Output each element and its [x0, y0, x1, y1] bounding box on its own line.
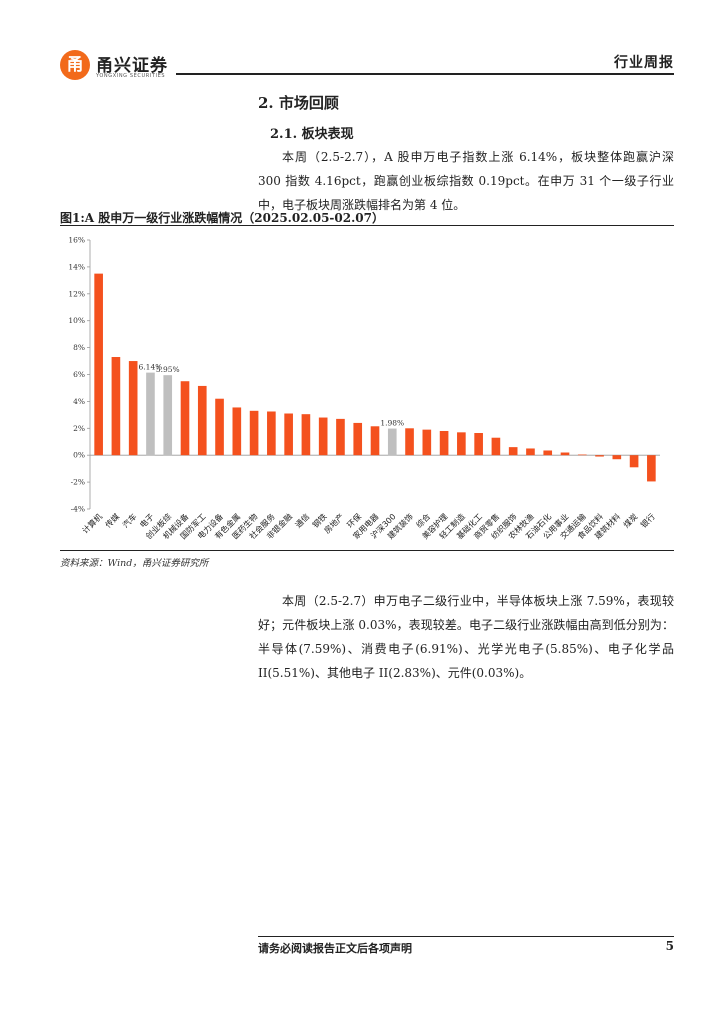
figure-top-rule — [60, 225, 674, 226]
report-type: 行业周报 — [614, 55, 674, 71]
figure-title: 图1:A 股申万一级行业涨跌幅情况（2025.02.05-02.07） — [60, 211, 384, 225]
bar-7 — [197, 385, 207, 456]
y-tick-label: 2% — [73, 424, 85, 433]
bar-12 — [284, 413, 293, 456]
y-tick-label: 12% — [68, 289, 85, 298]
page-header: 甬 甬兴证券 YONGXING SECURITIES 行业周报 — [60, 48, 674, 80]
category-label: 房地产 — [322, 511, 346, 535]
figure-source: 资料来源：Wind，甬兴证券研究所 — [60, 558, 209, 569]
section-heading: 2. 市场回顾 — [258, 94, 339, 112]
page-number: 5 — [665, 939, 674, 953]
subsection-heading: 2.1. 板块表现 — [270, 127, 354, 142]
footer-disclaimer: 请务必阅读报告正文后各项声明 — [258, 942, 412, 955]
bar-16 — [353, 422, 363, 456]
y-tick-label: 14% — [68, 262, 85, 271]
company-logo-icon: 甬 — [60, 50, 90, 80]
category-labels: 计算机 传媒 汽车 电子创业板综机械设备国防军工电力设备有色金属医药生物社会服务非银金… — [80, 511, 657, 541]
bar-2 — [111, 357, 121, 456]
y-tick-label: 10% — [68, 316, 85, 325]
y-tick-label: 16% — [68, 236, 85, 245]
bar-17 — [370, 426, 380, 456]
bar-5 — [163, 375, 173, 456]
bar-15 — [336, 418, 345, 456]
bar-25 — [508, 447, 518, 456]
bar-22 — [457, 432, 466, 456]
bar-28 — [560, 452, 570, 456]
bar-4 — [146, 372, 155, 456]
bar-1 — [94, 273, 103, 456]
y-tick-label: 4% — [73, 397, 85, 406]
category-label: 煤炭 — [621, 511, 639, 529]
y-tick-label: -2% — [71, 478, 85, 487]
bar-31 — [612, 455, 622, 460]
data-label: 5.95% — [156, 365, 180, 374]
data-label: 6.14% — [139, 363, 163, 372]
bar-20 — [422, 429, 432, 456]
bar-10 — [249, 410, 259, 456]
company-name: 甬兴证券 — [96, 56, 168, 76]
category-label: 银行 — [638, 511, 656, 529]
bar-21 — [439, 430, 449, 456]
data-label: 1.98% — [380, 419, 404, 428]
bar-9 — [232, 407, 242, 456]
bar-13 — [301, 414, 311, 456]
paragraph-sector-performance: 本周（2.5-2.7），A 股申万电子指数上涨 6.14%，板块整体跑赢沪深 3… — [258, 150, 674, 212]
bar-19 — [405, 428, 414, 456]
footer-divider — [258, 936, 674, 937]
bar-6 — [180, 381, 190, 456]
bar-3 — [128, 361, 138, 456]
bar-26 — [526, 448, 535, 456]
figure-bottom-rule — [60, 550, 674, 551]
y-tick-label: 0% — [73, 451, 85, 460]
bar-23 — [474, 433, 483, 456]
category-label: 汽车 — [120, 511, 138, 529]
bar-18 — [387, 428, 397, 456]
category-label: 通信 — [293, 511, 311, 529]
bar-29 — [577, 454, 587, 456]
bar-24 — [491, 437, 501, 456]
company-name-english: YONGXING SECURITIES — [96, 73, 166, 79]
paragraph-sub-industry: 本周（2.5-2.7）申万电子二级行业中，半导体板块上涨 7.59%，表现较好；… — [258, 594, 674, 680]
bar-32 — [629, 455, 639, 468]
bar-14 — [318, 417, 328, 456]
industry-returns-bar-chart: 16%14%12%10%8%6%4%2%0%-2%-4% 6.14%5.95%1… — [68, 236, 660, 541]
y-tick-label: -4% — [71, 505, 85, 514]
bar-series: 6.14%5.95% 1.98% — [94, 273, 656, 482]
category-label: 传媒 — [103, 511, 121, 529]
bar-11 — [267, 411, 276, 456]
y-tick-label: 6% — [73, 370, 85, 379]
header-divider — [176, 73, 674, 75]
bar-8 — [215, 398, 224, 456]
bar-30 — [595, 455, 604, 457]
category-label: 计算机 — [80, 511, 104, 535]
y-axis: 16% 14% 12% 10% 8% 6% 4% 2% 0% -2% -4% — [68, 236, 660, 514]
bar-27 — [543, 450, 553, 456]
bar-33 — [647, 455, 656, 482]
y-tick-label: 8% — [73, 343, 85, 352]
